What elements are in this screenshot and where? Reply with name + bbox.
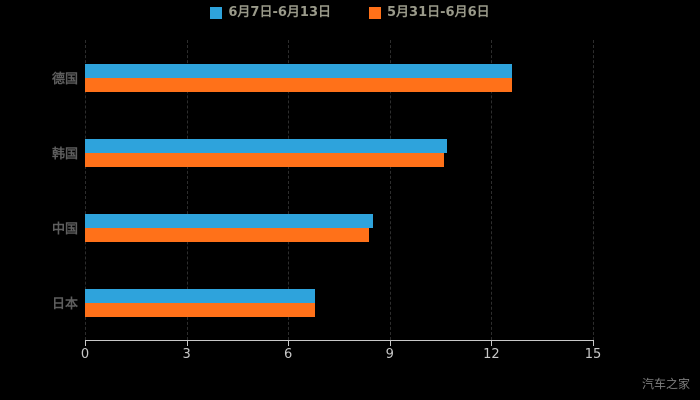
legend-item[interactable]: 5月31日-6月6日 <box>369 6 490 20</box>
gridline <box>186 40 188 340</box>
bar-group <box>85 190 593 265</box>
gridline <box>85 40 86 340</box>
y-category-label: 韩国 <box>51 147 78 162</box>
legend-swatch-icon <box>369 7 381 19</box>
gridline <box>491 40 493 340</box>
tick-mark <box>491 340 493 346</box>
gridline <box>593 40 594 340</box>
tick-mark <box>288 340 290 346</box>
legend-item[interactable]: 6月7日-6月13日 <box>210 6 331 20</box>
bar-group <box>85 40 593 115</box>
x-tick-label: 15 <box>584 347 602 362</box>
bar-6月7日-6月13日 <box>85 63 512 78</box>
tick-mark <box>186 340 188 346</box>
x-tick-label: 9 <box>385 347 394 362</box>
legend-label: 5月31日-6月6日 <box>387 5 490 20</box>
x-tick-label: 0 <box>80 347 90 362</box>
gridline <box>389 40 391 340</box>
watermark: 汽车之家 <box>641 377 690 391</box>
gridline <box>288 40 290 340</box>
y-category-label: 德国 <box>51 72 78 87</box>
y-category-label: 中国 <box>51 222 78 237</box>
x-tick-label: 3 <box>182 347 191 362</box>
bar-group <box>85 265 593 340</box>
bar-5月31日-6月6日 <box>85 152 444 167</box>
bar-5月31日-6月6日 <box>85 302 316 317</box>
legend: 6月7日-6月13日 5月31日-6月6日 <box>0 6 700 20</box>
x-tick-label: 6 <box>284 347 293 362</box>
x-tick-label: 12 <box>483 347 500 362</box>
bar-5月31日-6月6日 <box>85 77 512 92</box>
bar-5月31日-6月6日 <box>85 227 370 242</box>
bar-6月7日-6月13日 <box>85 138 448 153</box>
legend-label: 6月7日-6月13日 <box>228 5 331 20</box>
plot-area <box>85 40 594 346</box>
bar-group <box>85 115 593 190</box>
tick-mark <box>85 340 86 346</box>
x-axis-labels: 0 3 6 9 12 15 <box>81 347 601 365</box>
tick-mark <box>389 340 391 346</box>
legend-swatch-icon <box>210 7 223 19</box>
y-axis-labels: 德国 韩国 中国 日本 <box>0 40 78 340</box>
tick-mark <box>593 340 594 346</box>
y-category-label: 日本 <box>51 297 78 312</box>
bar-6月7日-6月13日 <box>85 213 373 228</box>
bar-6月7日-6月13日 <box>85 288 316 303</box>
